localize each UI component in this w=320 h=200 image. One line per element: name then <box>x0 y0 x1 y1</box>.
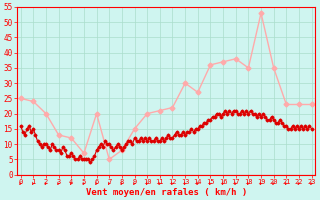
X-axis label: Vent moyen/en rafales ( km/h ): Vent moyen/en rafales ( km/h ) <box>85 188 247 197</box>
